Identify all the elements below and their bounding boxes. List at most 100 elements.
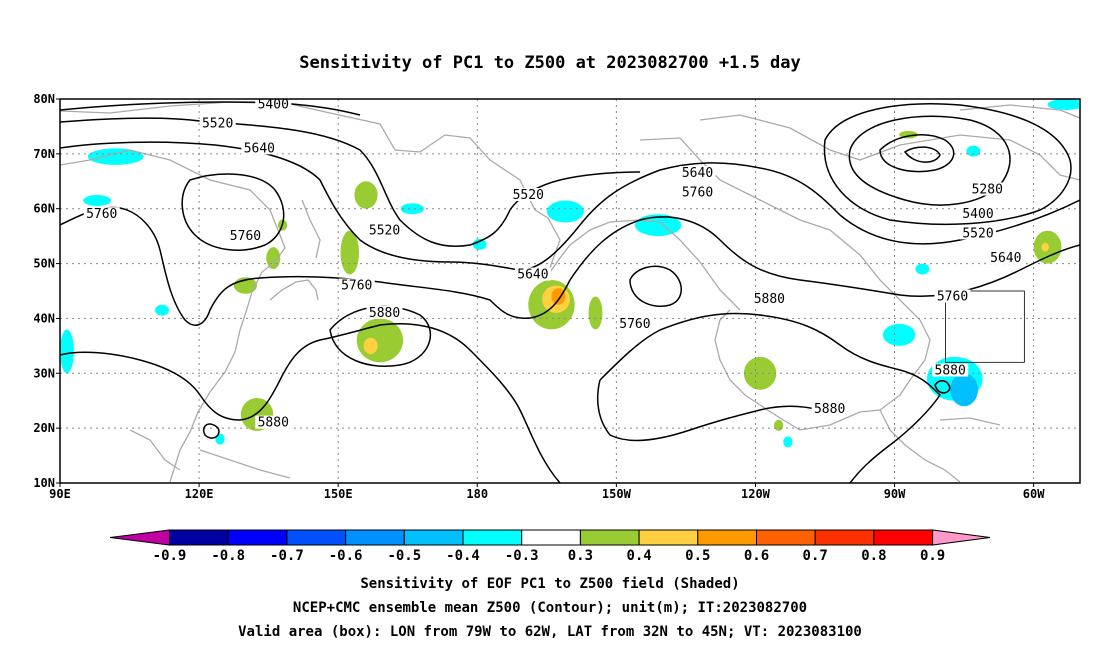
contour-label-bg (811, 401, 848, 415)
sensitivity-patch (588, 296, 603, 330)
contour-label: 5520 (962, 226, 993, 241)
colorbar-label: -0.8 (211, 548, 245, 564)
contour-5760-main (60, 206, 1080, 326)
contour-label: 5760 (682, 185, 713, 200)
colorbar-label: -0.5 (387, 548, 421, 564)
colorbar-label: 0.3 (568, 548, 593, 564)
coastline-maritime-continent (129, 429, 291, 479)
colorbar-swatch (814, 529, 875, 546)
sensitivity-patch (215, 433, 225, 445)
contour-5520-polar (823, 103, 1072, 226)
contour-label: 5640 (244, 141, 275, 156)
latitude-label: 60N (33, 202, 55, 216)
colorbar-label: 0.7 (803, 548, 828, 564)
contour-label: 5880 (814, 402, 845, 417)
sensitivity-patch (472, 238, 487, 250)
colorbar-label: 0.4 (626, 548, 651, 564)
coastline-greenland (959, 104, 1080, 119)
contour-label: 5400 (962, 207, 993, 222)
longitude-labels: 90E 120E 150E 180 150W 120W 90W 60W (49, 483, 1045, 501)
contour-label: 5520 (369, 224, 400, 239)
sensitivity-patch (783, 436, 793, 448)
longitude-label: 90E (49, 487, 71, 501)
sensitivity-patch (363, 337, 378, 355)
contour-label-bg (679, 166, 716, 180)
colorbar-label: -0.7 (270, 548, 304, 564)
graticule (60, 99, 1080, 483)
colorbar-label: -0.9 (153, 548, 187, 564)
contour-5880-america (599, 312, 941, 483)
map-frame (59, 98, 1081, 484)
contour-label-bg (960, 207, 996, 221)
colorbar-swatch (521, 529, 581, 546)
contour-label: 5880 (369, 306, 400, 321)
contour-label-bg (255, 97, 292, 111)
coastline-north-america (639, 137, 931, 431)
contour-label: 5640 (682, 166, 713, 181)
contour-label: 5760 (86, 207, 117, 222)
latitude-label: 70N (33, 147, 55, 161)
figure-title: Sensitivity of PC1 to Z500 at 2023082700… (299, 53, 801, 73)
colorbar-swatch (873, 529, 934, 546)
latitude-label: 40N (33, 311, 55, 325)
contour-5280-polar (879, 134, 955, 173)
sensitivity-patch (966, 145, 981, 157)
coastline-asia-north (60, 101, 561, 276)
contour-label-bg (510, 188, 547, 201)
footer-line-2: NCEP+CMC ensemble mean Z500 (Contour); u… (293, 600, 807, 616)
coastlines (60, 101, 1080, 483)
footer-line-3: Valid area (box): LON from 79W to 62W, L… (238, 624, 862, 640)
contour-5760-pacific-low (629, 265, 682, 307)
footer-line-1: Sensitivity of EOF PC1 to Z500 field (Sh… (360, 576, 739, 592)
longitude-label: 120E (185, 487, 214, 501)
colorbar-label: -0.4 (446, 548, 480, 564)
longitude-label: 90W (884, 487, 906, 501)
contour-label-bg (514, 267, 551, 281)
contour-label-bg (616, 316, 653, 330)
sensitivity-patch (915, 263, 930, 275)
contour-label-bg (932, 363, 969, 377)
contour-label-bg (987, 251, 1024, 265)
sensitivity-patch (743, 356, 777, 390)
contour-label-bg (934, 289, 971, 303)
colorbar-swatch (286, 529, 347, 546)
contour-label: 5880 (935, 364, 966, 379)
sensitivity-patch (546, 200, 584, 223)
colorbar-swatch (697, 529, 757, 546)
longitude-label: 150E (324, 487, 353, 501)
longitude-label: 60W (1023, 487, 1045, 501)
contour-label-bg (227, 229, 264, 243)
contour-labels: 5400 5520 5640 5760 5760 5520 5520 5640 5760 5640… (83, 97, 1024, 431)
contour-label: 5760 (341, 279, 372, 294)
contour-label-bg (83, 207, 120, 221)
contour-label-bg (679, 185, 716, 199)
sensitivity-patch (83, 195, 112, 206)
contour-label: 5760 (619, 317, 650, 332)
contour-5880-main (60, 322, 561, 483)
sensitivity-patch (774, 419, 784, 431)
colorbar-swatch (462, 529, 523, 546)
contour-label: 5640 (517, 268, 548, 283)
contour-label: 5400 (258, 97, 289, 112)
sensitivity-patch (1041, 242, 1049, 252)
contour-5760-closed-pacific (181, 173, 285, 251)
contour-label: 5760 (230, 229, 261, 244)
latitude-label: 80N (33, 92, 55, 106)
coastline-korea-japan (269, 199, 321, 301)
colorbar-label: 0.9 (920, 548, 945, 564)
valid-area-box (945, 290, 1025, 363)
contour-label: 5280 (972, 183, 1003, 198)
colorbar-label: 0.8 (861, 548, 886, 564)
contour-5280-inner (903, 146, 941, 163)
contour-label: 5880 (754, 292, 785, 307)
contour-label-bg (960, 226, 996, 240)
colorbar-swatch (638, 529, 699, 546)
sensitivity-patch (60, 329, 74, 374)
sensitivity-patch (1047, 99, 1080, 110)
sensitivity-patch (87, 148, 144, 165)
colorbar-label: 0.5 (685, 548, 710, 564)
latitude-label: 20N (33, 421, 55, 435)
colorbar-swatch (403, 529, 464, 546)
colorbar-high-arrow (932, 529, 991, 546)
